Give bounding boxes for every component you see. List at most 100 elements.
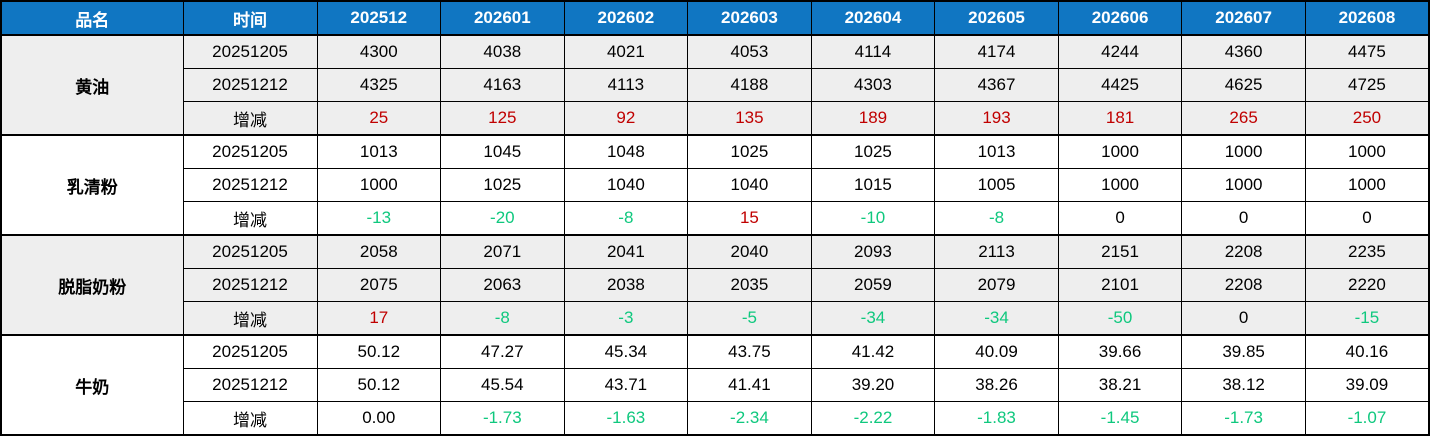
price-value-cell: 2101 xyxy=(1057,268,1183,302)
delta-value-cell: -34 xyxy=(934,301,1059,336)
price-value-cell: 1025 xyxy=(687,134,812,169)
price-value-cell: 1000 xyxy=(1181,134,1306,169)
delta-value-cell: 17 xyxy=(316,301,442,336)
price-value-cell: 2220 xyxy=(1304,268,1430,302)
table-row: 乳清粉 20251205 1013 1045 1048 1025 1025 1013 1000 1… xyxy=(0,134,1430,236)
delta-value-cell: -10 xyxy=(810,201,936,236)
price-value-cell: 2208 xyxy=(1181,268,1306,302)
price-value-cell: 2075 xyxy=(316,268,442,302)
price-value-cell: 1040 xyxy=(563,168,689,202)
price-value-cell: 2093 xyxy=(810,234,936,269)
price-value-cell: 4114 xyxy=(810,34,936,69)
delta-value-cell: 181 xyxy=(1057,101,1183,136)
price-value-cell: 2038 xyxy=(563,268,689,302)
table-row: 增减 25 125 92 135 189 193 181 265 250 xyxy=(1,101,1430,136)
date-row-label: 20251205 xyxy=(182,334,318,369)
delta-value-cell: 0 xyxy=(1181,201,1306,236)
header-month-202606: 202606 xyxy=(1057,0,1183,36)
header-month-202605: 202605 xyxy=(934,0,1059,36)
price-value-cell: 50.12 xyxy=(316,368,442,402)
delta-row-label: 增减 xyxy=(182,101,318,136)
header-month-202602: 202602 xyxy=(563,0,689,36)
price-value-cell: 41.41 xyxy=(687,368,812,402)
table-row: 20251212 50.12 45.54 43.71 41.41 39.20 38.26 38… xyxy=(1,368,1430,402)
header-row: 品名 时间 202512 202601 202602 202603 202604 202605… xyxy=(0,0,1430,36)
product-name-cell: 牛奶 xyxy=(0,334,184,436)
price-value-cell: 2208 xyxy=(1181,234,1306,269)
date-row-label: 20251205 xyxy=(182,34,318,69)
price-value-cell: 4038 xyxy=(440,34,565,69)
price-value-cell: 4021 xyxy=(563,34,689,69)
price-value-cell: 4300 xyxy=(316,34,442,69)
price-value-cell: 40.09 xyxy=(934,334,1059,369)
price-value-cell: 1040 xyxy=(687,168,812,202)
price-value-cell: 1048 xyxy=(563,134,689,169)
delta-row-label: 增减 xyxy=(182,301,318,336)
price-value-cell: 40.16 xyxy=(1304,334,1430,369)
price-value-cell: 38.12 xyxy=(1181,368,1306,402)
delta-value-cell: -34 xyxy=(810,301,936,336)
price-value-cell: 4625 xyxy=(1181,68,1306,102)
header-month-202603: 202603 xyxy=(687,0,812,36)
price-value-cell: 1000 xyxy=(1304,134,1430,169)
price-value-cell: 2235 xyxy=(1304,234,1430,269)
date-row-label: 20251205 xyxy=(182,234,318,269)
price-value-cell: 4725 xyxy=(1304,68,1430,102)
price-value-cell: 2079 xyxy=(934,268,1059,302)
delta-value-cell: -8 xyxy=(440,301,565,336)
price-value-cell: 39.66 xyxy=(1057,334,1183,369)
price-value-cell: 50.12 xyxy=(316,334,442,369)
price-value-cell: 4174 xyxy=(934,34,1059,69)
product-name-cell: 乳清粉 xyxy=(0,134,184,236)
price-value-cell: 2040 xyxy=(687,234,812,269)
delta-value-cell: -8 xyxy=(934,201,1059,236)
delta-row-label: 增减 xyxy=(182,201,318,236)
delta-value-cell: -3 xyxy=(563,301,689,336)
price-value-cell: 43.75 xyxy=(687,334,812,369)
delta-value-cell: 125 xyxy=(440,101,565,136)
table-row: 脱脂奶粉 20251205 2058 2071 2041 2040 2093 2113 2151… xyxy=(0,234,1430,336)
delta-value-cell: -15 xyxy=(1304,301,1430,336)
price-value-cell: 45.54 xyxy=(440,368,565,402)
header-time: 时间 xyxy=(182,0,318,36)
table-body: 黄油 20251205 4300 4038 4021 4053 4114 4174 4244 43… xyxy=(0,34,1430,436)
price-value-cell: 4163 xyxy=(440,68,565,102)
price-value-cell: 1000 xyxy=(316,168,442,202)
header-month-202512: 202512 xyxy=(316,0,442,36)
price-value-cell: 4113 xyxy=(563,68,689,102)
delta-value-cell: -5 xyxy=(687,301,812,336)
price-value-cell: 4367 xyxy=(934,68,1059,102)
price-value-cell: 1013 xyxy=(316,134,442,169)
price-value-cell: 39.85 xyxy=(1181,334,1306,369)
price-value-cell: 47.27 xyxy=(440,334,565,369)
header-month-202607: 202607 xyxy=(1181,0,1306,36)
delta-value-cell: 0 xyxy=(1304,201,1430,236)
price-value-cell: 2059 xyxy=(810,268,936,302)
price-value-cell: 41.42 xyxy=(810,334,936,369)
header-month-202608: 202608 xyxy=(1304,0,1430,36)
price-value-cell: 2071 xyxy=(440,234,565,269)
table-row: 黄油 20251205 4300 4038 4021 4053 4114 4174 4244 43… xyxy=(0,34,1430,136)
delta-value-cell: -13 xyxy=(316,201,442,236)
price-value-cell: 39.09 xyxy=(1304,368,1430,402)
delta-value-cell: -20 xyxy=(440,201,565,236)
price-value-cell: 2041 xyxy=(563,234,689,269)
price-value-cell: 2035 xyxy=(687,268,812,302)
delta-value-cell: -8 xyxy=(563,201,689,236)
delta-value-cell: 265 xyxy=(1181,101,1306,136)
delta-value-cell: -50 xyxy=(1057,301,1183,336)
price-value-cell: 2058 xyxy=(316,234,442,269)
header-product-name: 品名 xyxy=(0,0,184,36)
price-value-cell: 1000 xyxy=(1181,168,1306,202)
date-row-label: 20251205 xyxy=(182,134,318,169)
date-row-label: 20251212 xyxy=(182,368,318,402)
price-value-cell: 4188 xyxy=(687,68,812,102)
price-value-cell: 1015 xyxy=(810,168,936,202)
price-value-cell: 4475 xyxy=(1304,34,1430,69)
price-value-cell: 1013 xyxy=(934,134,1059,169)
delta-value-cell: 193 xyxy=(934,101,1059,136)
table-row: 增减 17 -8 -3 -5 -34 -34 -50 0 -15 xyxy=(1,301,1430,336)
price-value-cell: 1025 xyxy=(440,168,565,202)
